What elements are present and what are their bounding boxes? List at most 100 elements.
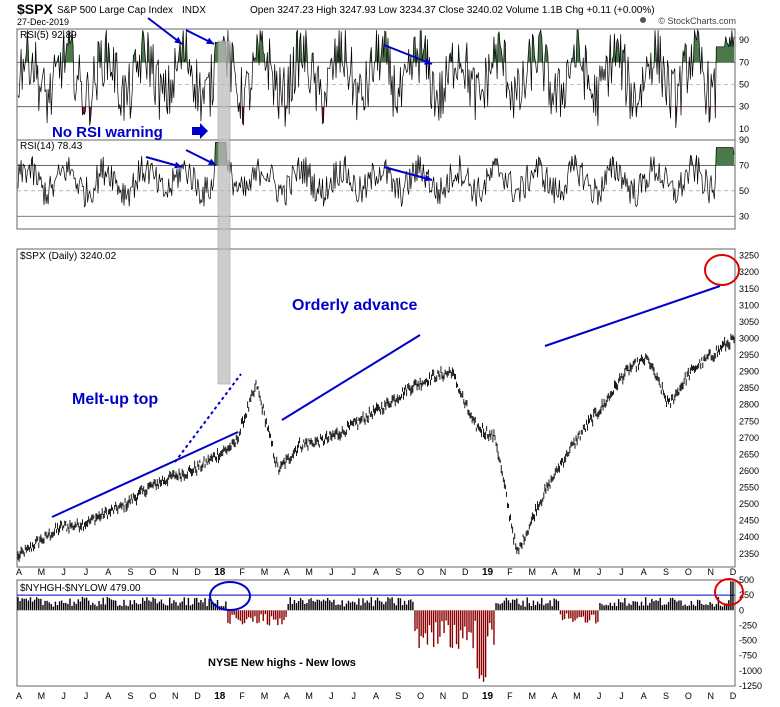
nyhl-tick-label: 500 (739, 575, 754, 585)
x-axis-label: J (597, 567, 602, 577)
x-axis-label: O (149, 691, 156, 701)
rsi-tick-label: 70 (739, 57, 749, 67)
x-axis-label: A (551, 691, 557, 701)
price-tick-label: 2700 (739, 433, 759, 443)
price-title: $SPX (Daily) 3240.02 (20, 251, 117, 262)
x-axis-label: N (707, 567, 714, 577)
annotations: No RSI warning Orderly advance Melt-up t… (52, 124, 418, 669)
x-axis-label: M (305, 567, 313, 577)
x-axis-label: J (329, 691, 334, 701)
price-tick-label: 2850 (739, 383, 759, 393)
x-axis-label: J (619, 691, 624, 701)
x-axis-label: N (440, 691, 447, 701)
x-axis-label: O (417, 567, 424, 577)
x-axis-label: M (261, 691, 269, 701)
arrow-head-icon (174, 161, 182, 169)
nyhl-blue-circle (209, 581, 251, 611)
x-axis-label: A (373, 691, 379, 701)
exchange-label: INDX (182, 5, 206, 16)
x-axis-label: M (528, 567, 536, 577)
axis-labels: 3250320031503100305030002950290028502800… (16, 35, 762, 702)
x-axis-label: S (128, 567, 134, 577)
x-axis-label: M (38, 567, 46, 577)
x-axis-label: A (373, 567, 379, 577)
panel-frames (16, 28, 736, 687)
block-arrow-icon (192, 123, 208, 139)
price-tick-label: 3200 (739, 267, 759, 277)
quote-line: Open 3247.23 High 3247.93 Low 3234.37 Cl… (250, 5, 655, 16)
price-tick-label: 2800 (739, 400, 759, 410)
price-tick-label: 3250 (739, 251, 759, 261)
x-axis-label: A (105, 691, 111, 701)
x-axis-label: A (641, 691, 647, 701)
x-axis-label: M (261, 567, 269, 577)
x-axis-label: A (16, 567, 22, 577)
x-axis-label: F (239, 691, 245, 701)
rsi-tick-label: 70 (739, 160, 749, 170)
watermark: © StockCharts.com (658, 16, 736, 26)
x-axis-label: N (707, 691, 714, 701)
nyse-hl-label: NYSE New highs - New lows (208, 657, 356, 669)
rsi-tick-label: 90 (739, 135, 749, 145)
x-axis-label: N (172, 567, 179, 577)
x-axis-label: J (351, 567, 356, 577)
rsi-tick-label: 50 (739, 80, 749, 90)
stockcharts-logo-icon (640, 17, 646, 23)
x-axis-label: J (84, 567, 89, 577)
x-axis-label: A (551, 567, 557, 577)
rsi-tick-label: 30 (739, 102, 749, 112)
x-axis-label: F (507, 567, 513, 577)
nyhl-tick-label: 0 (739, 605, 744, 615)
price-tick-label: 2950 (739, 350, 759, 360)
rsi5-series (17, 28, 735, 128)
x-axis-label: A (284, 567, 290, 577)
nyhl-tick-label: -250 (739, 620, 757, 630)
nyhl-tick-label: -750 (739, 651, 757, 661)
rsi5-arrow-3 (383, 44, 433, 65)
x-axis-label: S (395, 567, 401, 577)
meltup-top-label: Melt-up top (72, 391, 158, 408)
x-axis-label: J (61, 567, 66, 577)
x-axis-label: M (573, 691, 581, 701)
x-axis-label: D (730, 567, 737, 577)
x-axis-label: J (61, 691, 66, 701)
price-series (17, 333, 735, 562)
x-axis-label: F (239, 567, 245, 577)
rsi-tick-label: 50 (739, 186, 749, 196)
x-axis-label: J (329, 567, 334, 577)
rsi-tick-label: 90 (739, 35, 749, 45)
x-axis-label: M (305, 691, 313, 701)
symbol-label: $SPX (17, 1, 53, 17)
price-tick-label: 2750 (739, 416, 759, 426)
rsi14-series (17, 142, 735, 217)
nyhl-tick-label: -1250 (739, 681, 762, 691)
trendline-2019 (544, 285, 721, 347)
arrow-head-icon (424, 58, 432, 65)
x-axis-label: N (172, 691, 179, 701)
x-axis-label: O (685, 691, 692, 701)
nyhl-red-circle (714, 578, 744, 606)
rsi14-title: RSI(14) 78.43 (20, 141, 83, 152)
x-axis-label: O (685, 567, 692, 577)
arrow-head-icon (206, 37, 214, 44)
arrow-head-icon (424, 174, 432, 182)
nyhl-tick-label: -500 (739, 636, 757, 646)
price-tick-label: 2350 (739, 549, 759, 559)
x-axis-label: 19 (482, 567, 494, 578)
price-tick-label: 2600 (739, 466, 759, 476)
x-axis-label: A (641, 567, 647, 577)
x-axis-label: D (730, 691, 737, 701)
chart-header: $SPX S&P 500 Large Cap Index INDX 27-Dec… (17, 1, 736, 27)
rsi-line (17, 142, 735, 208)
x-axis-label: 18 (214, 691, 226, 702)
nyhl-tick-label: 250 (739, 590, 754, 600)
trendline-2017 (51, 431, 239, 518)
rsi-tick-label: 10 (739, 124, 749, 134)
nyhl-series (17, 581, 735, 682)
x-axis-label: D (194, 567, 201, 577)
x-axis-label: D (462, 567, 469, 577)
x-axis-label: O (417, 691, 424, 701)
x-axis-label: M (528, 691, 536, 701)
x-axis-label: A (16, 691, 22, 701)
